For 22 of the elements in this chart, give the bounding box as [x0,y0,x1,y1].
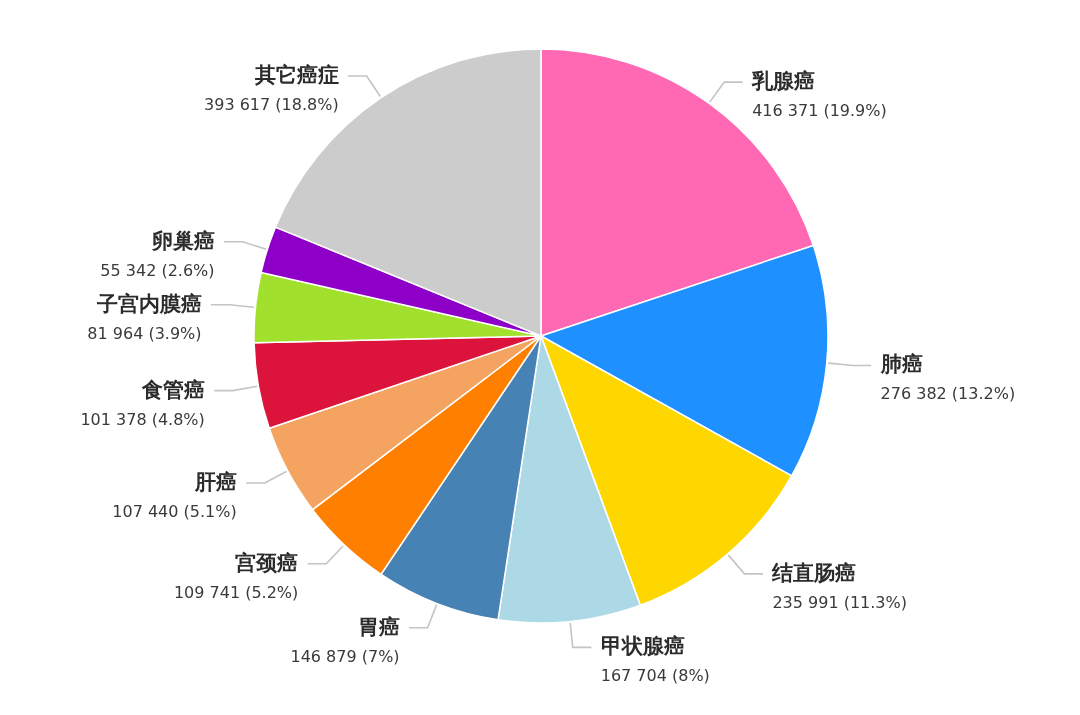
data-label: 235 991 (11.3%) [772,592,907,612]
data-label: 81 964 (3.9%) [87,323,202,343]
slice-label: 乳腺癌 [751,69,816,94]
slice-label: 卵巢癌 [150,228,215,253]
slice-label: 食管癌 [140,377,205,402]
slice-label: 肝癌 [193,469,237,494]
data-label: 416 371 (19.9%) [752,101,887,121]
slice-label: 结直肠癌 [771,560,857,585]
slice-label: 肺癌 [879,352,923,377]
data-label: 393 617 (18.8%) [204,95,339,115]
data-label: 101 378 (4.8%) [80,409,205,429]
data-label: 276 382 (13.2%) [880,384,1016,404]
data-label: 167 704 (8%) [600,666,710,686]
data-label: 146 879 (7%) [290,646,400,666]
slice-label: 胃癌 [357,614,400,639]
slice-label: 甲状腺癌 [600,634,685,659]
data-label: 107 440 (5.1%) [112,501,237,521]
slice-label: 其它癌症 [253,63,339,88]
data-label: 109 741 (5.2%) [173,582,299,602]
slice-label: 宫颈癌 [235,550,299,575]
data-label: 55 342 (2.6%) [100,260,215,280]
slice-label: 子宫内膜癌 [95,291,202,316]
